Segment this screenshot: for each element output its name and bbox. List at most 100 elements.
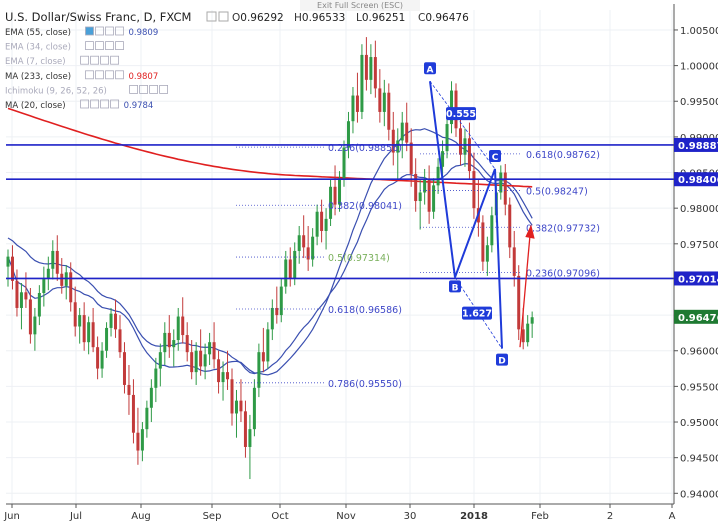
legend-item[interactable]: EMA (34, close): [5, 41, 124, 53]
candle-body: [499, 172, 503, 193]
duplicate-icon[interactable]: [105, 26, 114, 36]
duplicate-icon[interactable]: [100, 99, 109, 109]
candle-body: [302, 235, 306, 248]
duplicate-icon[interactable]: [100, 55, 109, 65]
candle: [55, 235, 59, 281]
indicator-legend[interactable]: EMA (55, close) 0.9809 EMA (34, close) EMA …: [5, 26, 169, 111]
close-icon[interactable]: [110, 99, 119, 109]
duplicate-icon[interactable]: [149, 85, 159, 94]
candle: [10, 245, 14, 290]
price-tag-label: 0.98406: [678, 175, 718, 186]
candle-body: [217, 359, 221, 383]
pattern-point-b: B: [449, 280, 461, 293]
eye-icon[interactable]: [85, 70, 94, 80]
candle-body: [33, 316, 37, 335]
settings-icon[interactable]: [95, 41, 104, 50]
y-tick-label: 1.00500: [680, 26, 718, 37]
close-icon[interactable]: [115, 70, 124, 80]
candle-body: [24, 292, 28, 300]
candle: [472, 152, 476, 219]
candle: [423, 168, 427, 205]
fib-level-right-label: 0.382(0.97732): [526, 223, 600, 234]
close-icon[interactable]: [115, 26, 124, 36]
candle-body: [423, 179, 427, 193]
candle: [373, 40, 377, 98]
legend-item-value: 0.9807: [129, 72, 159, 82]
candle-body: [82, 315, 86, 343]
legend-item[interactable]: MA (233, close) 0.9807: [5, 70, 159, 82]
eye-icon[interactable]: [129, 85, 139, 94]
close-icon[interactable]: [159, 85, 169, 94]
settings-icon[interactable]: [90, 55, 99, 65]
duplicate-icon[interactable]: [105, 41, 114, 50]
eye-icon[interactable]: [85, 26, 94, 36]
candle: [19, 283, 23, 330]
chart-header: Exit Full Screen (ESC) U.S. Dollar/Swiss …: [5, 0, 469, 24]
price-tag-box: [674, 137, 718, 152]
x-tick-label: 2: [607, 511, 613, 522]
candle: [208, 332, 212, 365]
eye-icon[interactable]: [85, 41, 94, 50]
eye-icon[interactable]: [80, 55, 89, 65]
ohlc-h: H0.96533: [294, 12, 345, 24]
candle-body: [145, 407, 149, 430]
ratio-badge-label: 0.555: [446, 109, 476, 120]
legend-item[interactable]: Ichimoku (9, 26, 52, 26): [5, 85, 169, 96]
candle: [118, 315, 122, 358]
candle: [136, 407, 140, 465]
settings-icon[interactable]: [90, 99, 99, 109]
candle-body: [521, 329, 525, 343]
legend-item-label: Ichimoku (9, 26, 52, 26): [5, 86, 107, 96]
pattern-point-box: [496, 353, 508, 366]
candle: [60, 258, 64, 294]
time-axis[interactable]: Jun Jul Aug Sep Oct Nov 30 2018 Feb 2 A: [3, 503, 676, 522]
candle-body: [96, 347, 100, 369]
candle: [221, 361, 225, 401]
candle-body: [288, 259, 292, 279]
candle: [378, 69, 382, 123]
fib-level-right-label: 0.5(0.98247): [526, 187, 588, 198]
settings-icon[interactable]: [206, 11, 217, 22]
candle-body: [185, 335, 189, 353]
price-axis[interactable]: 0.940000.945000.950000.955000.960000.965…: [673, 4, 718, 504]
duplicate-icon[interactable]: [105, 70, 114, 80]
candle: [387, 83, 391, 141]
candle: [91, 307, 95, 353]
candle-body: [55, 250, 59, 274]
candle: [427, 165, 431, 224]
settings-icon[interactable]: [139, 85, 149, 94]
legend-item[interactable]: EMA (55, close) 0.9809: [5, 26, 158, 38]
candle-body: [441, 151, 445, 167]
candle: [42, 266, 46, 307]
candle: [181, 297, 185, 344]
settings-icon[interactable]: [95, 70, 104, 80]
eye-icon[interactable]: [80, 99, 89, 109]
settings-icon[interactable]: [95, 26, 104, 36]
candle-body: [252, 387, 256, 430]
candle-body: [42, 278, 46, 293]
candle: [73, 286, 77, 337]
candle-body: [427, 179, 431, 212]
last-price-label: 0.96476: [678, 313, 718, 324]
candle-body: [154, 368, 158, 388]
candle-body: [257, 352, 261, 388]
candle-body: [190, 352, 194, 373]
visibility-icon[interactable]: [218, 11, 229, 22]
legend-item[interactable]: EMA (7, close): [5, 55, 119, 67]
candle-body: [517, 275, 521, 330]
exit-fullscreen-banner[interactable]: Exit Full Screen (ESC): [317, 1, 403, 10]
candle-body: [436, 166, 440, 186]
legend-item[interactable]: MA (20, close) 0.9784: [5, 99, 153, 111]
candle-body: [324, 218, 328, 231]
legend-item-label: MA (233, close): [5, 72, 71, 82]
fib-level-left-label: 0.5(0.97314): [328, 253, 390, 264]
close-icon[interactable]: [115, 41, 124, 50]
candle: [279, 278, 283, 323]
candle: [46, 256, 50, 291]
y-tick-label: 0.95000: [680, 418, 718, 429]
fib-level-right-label: 0.236(0.97096): [526, 269, 600, 280]
close-icon[interactable]: [110, 55, 119, 65]
candle: [414, 158, 418, 212]
